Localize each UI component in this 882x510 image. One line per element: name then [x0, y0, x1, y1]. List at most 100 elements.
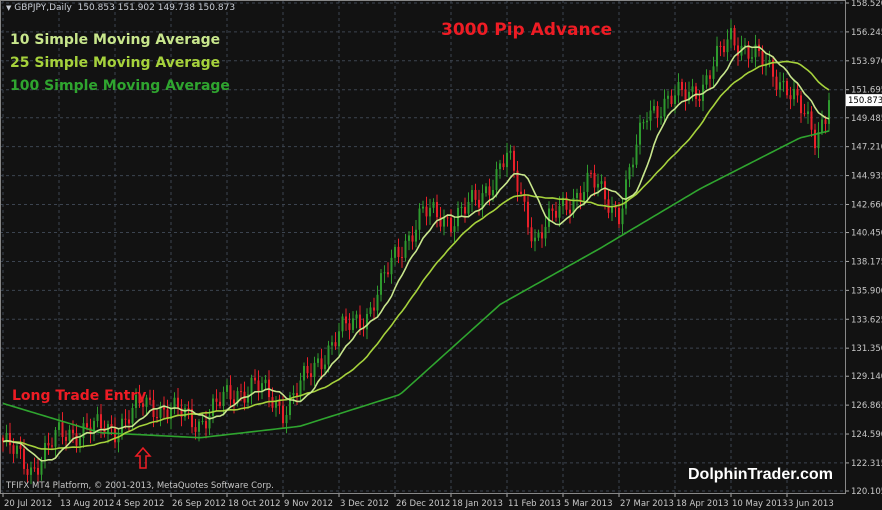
candle-body [369, 307, 372, 314]
candle-body [103, 428, 106, 435]
candle [625, 170, 627, 215]
candle-body [47, 442, 50, 446]
candle-body [593, 173, 596, 188]
candle-body [684, 89, 687, 101]
candle-body [240, 391, 242, 393]
candle-body [628, 167, 631, 180]
candle [604, 176, 606, 210]
candle [390, 249, 393, 284]
x-tick-label: 9 Nov 2012 [284, 499, 333, 509]
candle-body [79, 438, 81, 446]
candle-body [660, 116, 662, 118]
collapse-triangle-icon[interactable]: ▼ [6, 4, 12, 12]
candle-body [579, 192, 582, 201]
chart-header: ▼ GBPJPY,Daily 150.853 151.902 149.738 1… [6, 3, 235, 13]
candle-body [488, 186, 491, 196]
candle-body [390, 257, 393, 275]
candle [254, 369, 256, 385]
candle [331, 335, 333, 355]
candle-body [86, 423, 88, 428]
candle [562, 192, 564, 215]
candle [754, 34, 757, 68]
candle-body [761, 50, 764, 67]
candle [299, 372, 302, 401]
candle [509, 144, 512, 160]
candle [782, 72, 785, 92]
legend-sma10: 10 Simple Moving Average [10, 32, 221, 48]
candle [166, 399, 169, 424]
candle [499, 159, 501, 179]
candle [149, 389, 151, 405]
candle [173, 392, 176, 415]
candle-body [492, 189, 494, 196]
candle-body [33, 467, 36, 469]
candle-body [782, 80, 785, 83]
candle [733, 25, 736, 51]
candle-body [450, 217, 452, 232]
candle-body [590, 172, 592, 174]
candle-body [278, 401, 281, 406]
candle-body [716, 45, 718, 67]
candle-body [236, 391, 239, 404]
candle-body [114, 427, 116, 443]
candle-body [173, 397, 176, 409]
candle [236, 387, 239, 407]
candle [495, 161, 498, 198]
candle [250, 374, 253, 405]
y-tick-label: 122.315 [851, 459, 882, 469]
x-tick-label: 13 Aug 2012 [60, 499, 114, 509]
candle-body [156, 416, 158, 418]
candle-body [464, 207, 466, 214]
y-tick-label: 133.625 [851, 315, 882, 325]
candle-body [219, 401, 221, 406]
candle [478, 189, 480, 216]
candle-body [19, 445, 22, 449]
candle-body [779, 82, 781, 90]
candle [285, 406, 288, 434]
candle [320, 348, 323, 380]
candle-body [352, 318, 354, 330]
candle [229, 375, 232, 407]
candle [317, 353, 319, 368]
candle-body [600, 181, 603, 184]
candle-body [5, 432, 8, 442]
candle-body [415, 229, 417, 242]
candle [681, 78, 683, 97]
candle-body [208, 415, 211, 429]
candle [537, 229, 540, 241]
candle-body [334, 342, 337, 347]
x-tick-label: 27 Mar 2013 [620, 499, 674, 509]
candle [394, 244, 396, 266]
candle [670, 89, 673, 107]
y-tick-label: 138.175 [851, 257, 882, 267]
candle [282, 395, 284, 429]
candle [467, 192, 470, 218]
candle [289, 391, 291, 420]
candle-body [289, 395, 291, 416]
candle-body [429, 207, 431, 217]
candle-body [621, 208, 624, 225]
candle-body [296, 393, 298, 397]
candle-body [23, 448, 25, 469]
candle [642, 119, 645, 130]
candle [5, 424, 8, 447]
candle-body [642, 122, 645, 124]
candle-body [632, 164, 634, 168]
candle [107, 420, 109, 444]
candle-body [149, 397, 151, 400]
candle-body [530, 227, 533, 242]
candle-body [282, 405, 284, 424]
candle-body [271, 397, 274, 408]
candle-body [65, 437, 67, 441]
candle [422, 200, 424, 213]
candle [415, 220, 417, 248]
sma25-line [2, 60, 830, 451]
y-tick-label: 129.140 [851, 372, 882, 382]
candle-body [338, 331, 340, 347]
candle-body [821, 119, 823, 132]
candle-body [404, 240, 407, 258]
y-tick-label: 124.590 [851, 430, 882, 440]
candle [145, 394, 148, 416]
y-tick-label: 126.865 [851, 401, 882, 411]
candle-body [474, 190, 477, 200]
